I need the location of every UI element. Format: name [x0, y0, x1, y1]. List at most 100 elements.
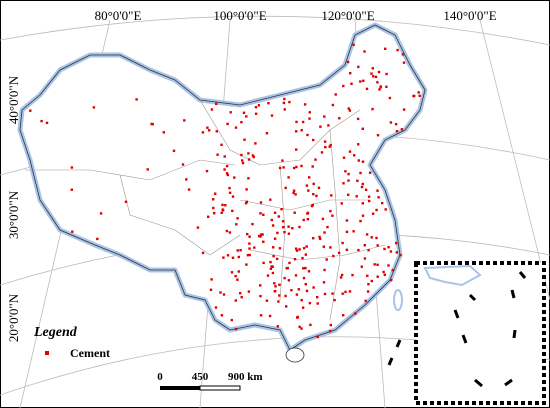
cement-point	[262, 240, 265, 243]
cement-point	[247, 158, 251, 161]
cement-point	[375, 236, 378, 240]
cement-point	[400, 128, 404, 131]
cement-point	[366, 274, 369, 277]
cement-point	[268, 314, 272, 318]
cement-point	[323, 292, 327, 296]
longitude-label: 80°0'0"E	[95, 8, 142, 23]
cement-point	[376, 81, 379, 84]
cement-point	[347, 172, 350, 176]
cement-point	[245, 200, 248, 203]
cement-point	[274, 285, 277, 288]
cement-point	[387, 264, 390, 267]
cement-point	[212, 198, 215, 201]
cement-point	[240, 296, 243, 299]
cement-point	[71, 230, 74, 233]
cement-point	[236, 249, 239, 252]
cement-point	[162, 131, 165, 134]
cement-point	[318, 235, 321, 239]
cement-point	[207, 215, 210, 218]
cement-point	[309, 323, 312, 327]
latitude-label: 20°0'0"N	[6, 293, 21, 342]
cement-point	[300, 164, 303, 168]
cement-point	[376, 189, 379, 192]
cement-point	[294, 247, 298, 250]
cement-point	[270, 114, 274, 117]
cement-point	[243, 138, 246, 141]
cement-point	[241, 159, 244, 162]
cement-point	[257, 104, 261, 107]
cement-point	[365, 87, 369, 91]
cement-point	[245, 263, 248, 266]
cement-point	[222, 293, 226, 296]
cement-point	[262, 213, 265, 216]
cement-point	[228, 191, 232, 194]
cement-point	[223, 155, 226, 158]
cement-point	[293, 211, 296, 214]
cement-point	[297, 288, 300, 291]
cement-point	[330, 194, 333, 197]
cement-point	[389, 250, 393, 253]
cement-point	[314, 158, 317, 161]
cement-point	[391, 269, 394, 272]
cement-point	[344, 170, 347, 173]
cement-point	[323, 268, 326, 272]
cement-point	[385, 72, 388, 76]
cement-point	[340, 273, 344, 277]
cement-point	[401, 53, 405, 56]
cement-point	[372, 75, 375, 78]
cement-point	[296, 316, 299, 319]
cement-point	[239, 249, 242, 252]
cement-point	[246, 254, 250, 257]
cement-point	[293, 258, 297, 261]
cement-point	[367, 249, 370, 252]
cement-point	[354, 312, 357, 315]
cement-point	[247, 290, 251, 293]
cement-point	[265, 132, 269, 135]
cement-point	[269, 260, 272, 264]
cement-point	[278, 247, 282, 250]
cement-point	[387, 246, 390, 249]
cement-point	[235, 223, 238, 226]
cement-point	[326, 225, 329, 229]
cement-point	[215, 130, 218, 133]
cement-point	[265, 299, 269, 302]
cement-point	[272, 246, 275, 249]
cement-point	[305, 184, 309, 187]
cement-point	[379, 86, 382, 89]
cement-point	[308, 117, 311, 120]
cement-point	[348, 290, 352, 293]
cement-point	[376, 134, 380, 137]
cement-point	[370, 72, 373, 75]
cement-point	[259, 201, 263, 204]
cement-point	[146, 168, 149, 171]
cement-point	[231, 256, 235, 259]
cement-point	[302, 218, 305, 222]
cement-point	[363, 50, 366, 53]
cement-point	[359, 80, 362, 83]
cement-point	[305, 289, 309, 293]
longitude-labels: 80°0'0"E 100°0'0"E 120°0'0"E 140°0'0"E	[95, 8, 497, 23]
cement-point	[329, 209, 332, 213]
cement-point	[259, 314, 263, 317]
cement-point	[347, 193, 350, 196]
cement-point	[70, 166, 74, 169]
cement-point	[307, 270, 311, 273]
cement-point	[288, 100, 291, 104]
cement-point	[356, 117, 360, 121]
cement-point	[340, 202, 343, 205]
scale-segment	[160, 386, 200, 390]
cement-point	[185, 178, 188, 181]
cement-point	[352, 43, 355, 46]
cement-point	[229, 111, 232, 114]
cement-point	[275, 257, 279, 261]
cement-point	[323, 140, 327, 143]
inset-land	[423, 264, 482, 287]
cement-point	[295, 120, 298, 124]
cement-point	[273, 211, 277, 214]
cement-point	[262, 261, 265, 265]
cement-point	[321, 217, 325, 221]
cement-point	[196, 226, 200, 229]
cement-points	[29, 43, 461, 339]
cement-point	[269, 198, 272, 201]
cement-point	[234, 274, 237, 278]
